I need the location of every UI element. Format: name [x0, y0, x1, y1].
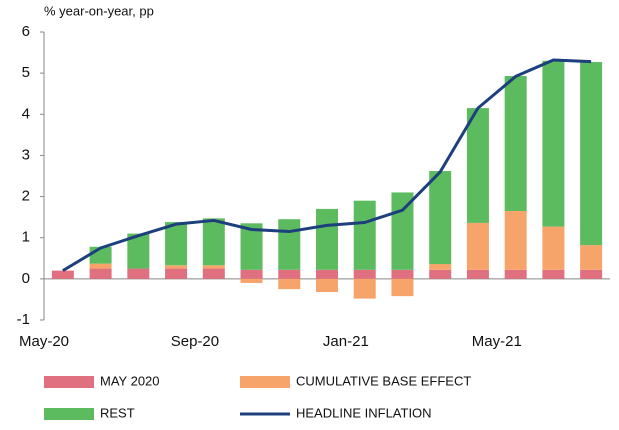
y-tick-label: 6 [22, 23, 30, 40]
bar-segment [278, 278, 301, 290]
bar-segment [542, 226, 565, 270]
bar-segment [504, 269, 527, 279]
bar-segment [127, 268, 150, 279]
bar-segment [353, 200, 376, 270]
bar-segment [580, 269, 603, 279]
legend-label: MAY 2020 [100, 373, 160, 388]
bar-segment [89, 268, 112, 279]
bar-segment [429, 269, 452, 279]
bar-segment [391, 269, 414, 279]
x-tick-label: Sep-20 [171, 333, 219, 350]
bar-segment [165, 265, 188, 269]
bar-segment [391, 278, 414, 297]
y-tick-label: -1 [17, 311, 30, 328]
bar-segment [542, 60, 565, 227]
bar-segment [580, 62, 603, 246]
legend-label: REST [100, 405, 135, 420]
bar-segment [127, 233, 150, 269]
bar-segment [316, 278, 338, 293]
bar-segment [429, 171, 452, 265]
bar-segment [240, 278, 263, 283]
line [62, 58, 592, 272]
legend-swatch [44, 408, 94, 420]
bar-segment [504, 210, 527, 270]
y-tick-label: 2 [22, 188, 30, 205]
legend-label: HEADLINE INFLATION [296, 405, 432, 420]
y-tick-label: 4 [22, 105, 30, 122]
bar-segment [278, 269, 301, 279]
bar-segment [240, 269, 263, 279]
x-tick-label: Jan-21 [323, 333, 369, 350]
legend-label: CUMULATIVE BASE EFFECT [296, 373, 471, 388]
legend-swatch [240, 376, 290, 388]
bar-segment [580, 245, 603, 270]
bar-segment [353, 278, 376, 299]
bar-segment [89, 263, 112, 269]
y-tick-label: 0 [22, 270, 30, 287]
bar-segment [542, 269, 565, 279]
y-tick-label: 3 [22, 146, 30, 163]
bar-segment [504, 76, 527, 211]
x-tick-label: May-21 [472, 333, 522, 350]
bar-segment [466, 108, 489, 223]
bar-segment [202, 265, 225, 269]
bar-segment [466, 222, 489, 270]
x-tick-label: May-20 [19, 333, 69, 350]
bar-segment [353, 269, 376, 279]
bar-segment [316, 208, 338, 270]
bar-segment [429, 264, 452, 270]
y-axis-label: % year-on-year, pp [44, 3, 154, 18]
y-tick-label: 5 [22, 64, 30, 81]
bar-segment [240, 223, 263, 270]
y-tick-label: 1 [22, 229, 30, 246]
bar-segment [316, 269, 338, 279]
bar-segment [51, 270, 74, 279]
bar-segment [165, 268, 188, 279]
bar-segment [466, 269, 489, 279]
bar-segment [165, 222, 188, 266]
bar-segment [202, 218, 225, 266]
legend-swatch [44, 376, 94, 388]
bar-segment [202, 268, 225, 279]
bar-segment [278, 219, 301, 270]
